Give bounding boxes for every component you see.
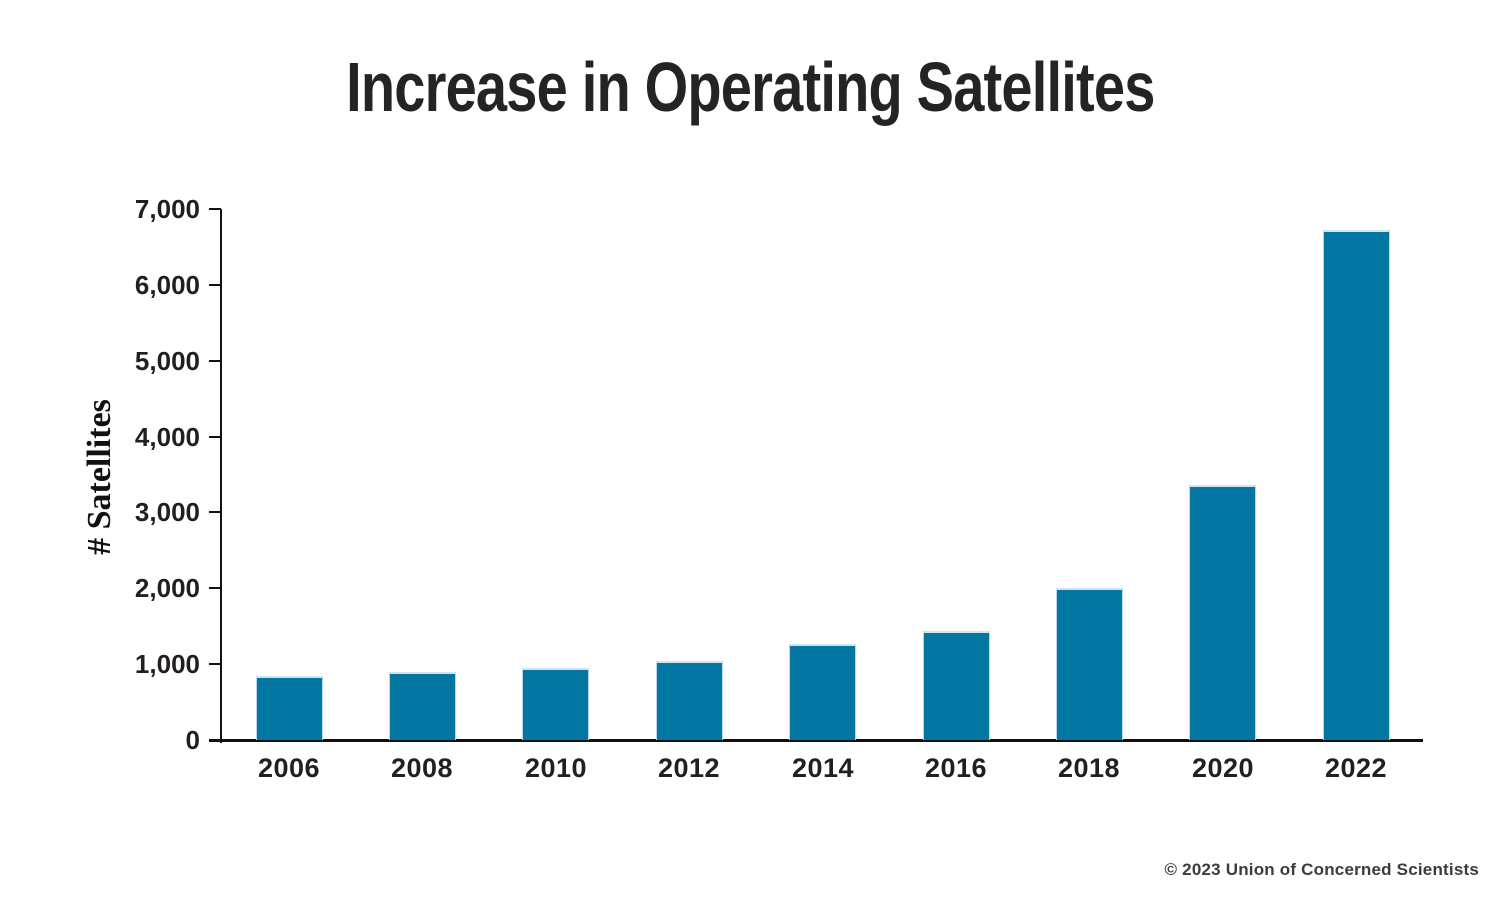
- y-tick-mark: [209, 284, 221, 286]
- x-tick-label-2014: 2014: [791, 753, 855, 783]
- y-tick-label: 5,000: [134, 346, 200, 376]
- bar-2014: [789, 644, 856, 740]
- y-tick-label: 2,000: [134, 573, 200, 603]
- y-tick-label: 6,000: [134, 270, 200, 300]
- x-tick-label-2010: 2010: [524, 753, 588, 783]
- bar-2010: [522, 668, 589, 740]
- chart-title-wrap: Increase in Operating Satellites: [0, 52, 1501, 122]
- y-tick-mark: [209, 360, 221, 362]
- y-tick-label: 4,000: [134, 422, 200, 452]
- x-tick-label-2006: 2006: [257, 753, 321, 783]
- x-axis-line: [209, 739, 1423, 742]
- y-tick-mark: [209, 208, 221, 210]
- y-tick-label: 7,000: [134, 194, 200, 224]
- bar-2020: [1189, 485, 1256, 740]
- x-tick-label-2008: 2008: [390, 753, 454, 783]
- copyright-text: © 2023 Union of Concerned Scientists: [1164, 860, 1479, 879]
- bar-2006: [256, 676, 323, 740]
- y-axis-title: # Satellites: [81, 399, 118, 555]
- y-tick-mark: [209, 663, 221, 665]
- y-axis-line: [220, 209, 222, 743]
- bar-2008: [389, 672, 456, 740]
- bar-2016: [923, 631, 990, 740]
- y-tick-mark: [209, 511, 221, 513]
- x-tick-label-2018: 2018: [1057, 753, 1121, 783]
- x-tick-label-2020: 2020: [1191, 753, 1255, 783]
- bar-2012: [656, 661, 723, 740]
- y-tick-mark: [209, 436, 221, 438]
- y-tick-mark: [209, 587, 221, 589]
- x-tick-label-2012: 2012: [657, 753, 721, 783]
- y-tick-label: 3,000: [134, 497, 200, 527]
- bar-2018: [1056, 588, 1123, 740]
- bar-2022: [1323, 230, 1390, 740]
- chart-title: Increase in Operating Satellites: [346, 48, 1155, 126]
- y-tick-label: 1,000: [134, 649, 200, 679]
- y-tick-label: 0: [185, 725, 200, 755]
- x-tick-label-2022: 2022: [1324, 753, 1388, 783]
- x-tick-label-2016: 2016: [924, 753, 988, 783]
